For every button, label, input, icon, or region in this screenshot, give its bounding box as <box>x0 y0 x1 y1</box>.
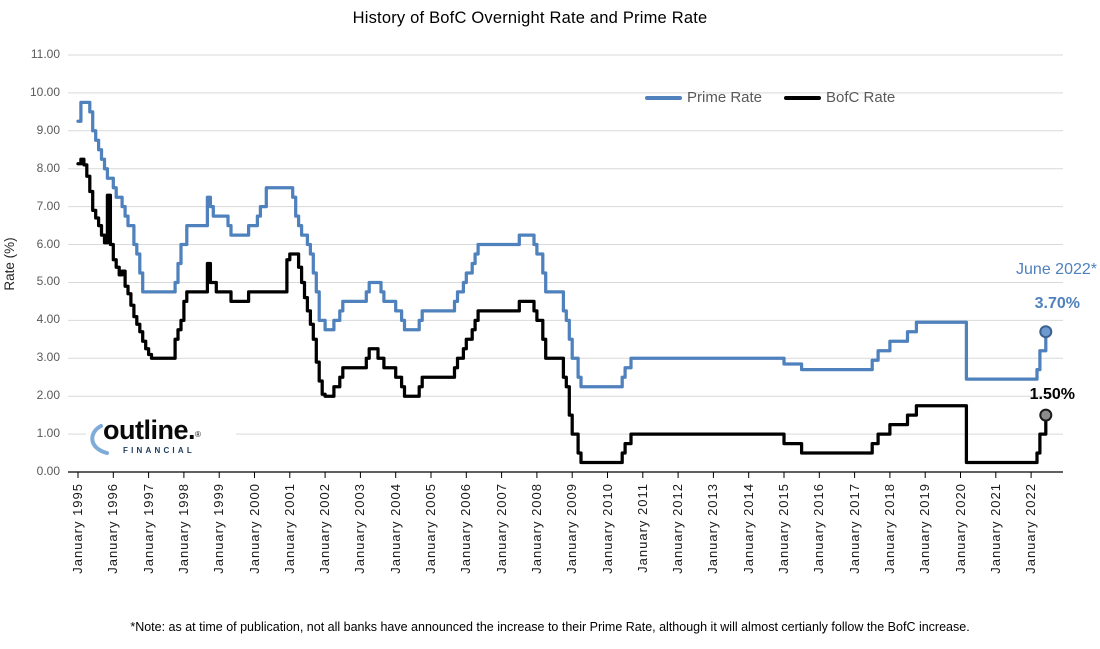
y-tick-label: 1.00 <box>36 426 60 441</box>
y-tick-label: 9.00 <box>36 122 60 137</box>
footnote: *Note: as at time of publication, not al… <box>130 620 970 634</box>
x-tick-label: January 2010 <box>599 483 615 574</box>
x-tick-label: January 2007 <box>493 483 509 574</box>
annotation-bofc-value: 1.50% <box>1029 386 1075 403</box>
x-tick-label: January 2003 <box>352 483 368 574</box>
y-axis-title: Rate (%) <box>2 237 17 291</box>
x-tick-label: January 2017 <box>846 483 862 574</box>
x-tick-label: January 2002 <box>317 483 333 574</box>
logo-subtitle: FINANCIAL <box>123 446 195 455</box>
x-tick-label: January 2009 <box>564 483 580 574</box>
legend-label-bofc-rate: BofC Rate <box>826 89 896 106</box>
x-tick-label: January 2004 <box>387 483 403 574</box>
x-tick-label: January 2008 <box>528 483 544 574</box>
x-tick-label: January 1995 <box>70 483 85 574</box>
x-tick-label: January 1996 <box>105 483 121 574</box>
x-tick-label: January 1999 <box>211 483 227 574</box>
series-line-bofc-rate <box>76 157 1048 465</box>
logo-word-text: outline. <box>103 415 196 445</box>
x-tick-label: January 2019 <box>917 483 933 574</box>
y-tick-label: 4.00 <box>36 312 60 327</box>
x-tick-label: January 2022 <box>1023 483 1039 574</box>
annotation-prime-value: 3.70% <box>1034 295 1080 312</box>
x-tick-label: January 2006 <box>458 483 474 574</box>
x-tick-label: January 2020 <box>952 483 968 574</box>
y-tick-label: 10.00 <box>29 84 60 99</box>
x-tick-label: January 2016 <box>811 483 827 574</box>
x-tick-label: January 2021 <box>987 483 1003 574</box>
logo-swoosh-icon <box>90 424 109 455</box>
legend-swatch-prime-rate <box>645 95 682 100</box>
legend: Prime Rate BofC Rate <box>645 89 895 106</box>
x-tick-label: January 2005 <box>423 483 438 574</box>
y-tick-label: 2.00 <box>36 388 60 403</box>
annotation-date-label: June 2022* <box>1016 261 1097 278</box>
x-tick-label: January 2011 <box>634 483 650 573</box>
y-tick-label: 11.00 <box>30 47 60 61</box>
x-tick-label: January 2001 <box>281 483 297 574</box>
y-tick-label: 7.00 <box>36 198 60 213</box>
end-marker-prime-rate <box>1039 325 1053 339</box>
legend-item-bofc-rate: BofC Rate <box>784 89 895 106</box>
x-tick-label: January 2014 <box>740 483 756 574</box>
logo-wordmark: outline.® <box>103 415 201 450</box>
y-tick-label: 5.00 <box>36 274 60 289</box>
legend-label-prime-rate: Prime Rate <box>687 89 763 106</box>
x-tick-label: January 2000 <box>246 483 262 574</box>
y-tick-label: 0.00 <box>36 464 60 478</box>
x-tick-label: January 1998 <box>175 483 191 574</box>
x-tick-label: January 2012 <box>670 483 686 574</box>
outline-financial-logo: outline.® FINANCIAL <box>86 415 236 461</box>
x-tick-label: January 2018 <box>881 483 897 574</box>
y-tick-label: 8.00 <box>36 160 60 175</box>
series-line-prime-rate <box>76 100 1048 389</box>
chart-title: History of BofC Overnight Rate and Prime… <box>352 9 708 27</box>
end-marker-bofc-rate <box>1039 408 1053 422</box>
registered-mark: ® <box>195 430 201 439</box>
x-tick-label: January 2013 <box>705 483 721 574</box>
legend-item-prime-rate: Prime Rate <box>645 89 762 106</box>
legend-swatch-bofc-rate <box>784 95 822 100</box>
y-tick-label: 6.00 <box>36 236 60 251</box>
y-tick-label: 3.00 <box>36 350 60 365</box>
x-tick-label: January 2015 <box>776 483 791 574</box>
x-tick-label: January 1997 <box>140 483 156 574</box>
